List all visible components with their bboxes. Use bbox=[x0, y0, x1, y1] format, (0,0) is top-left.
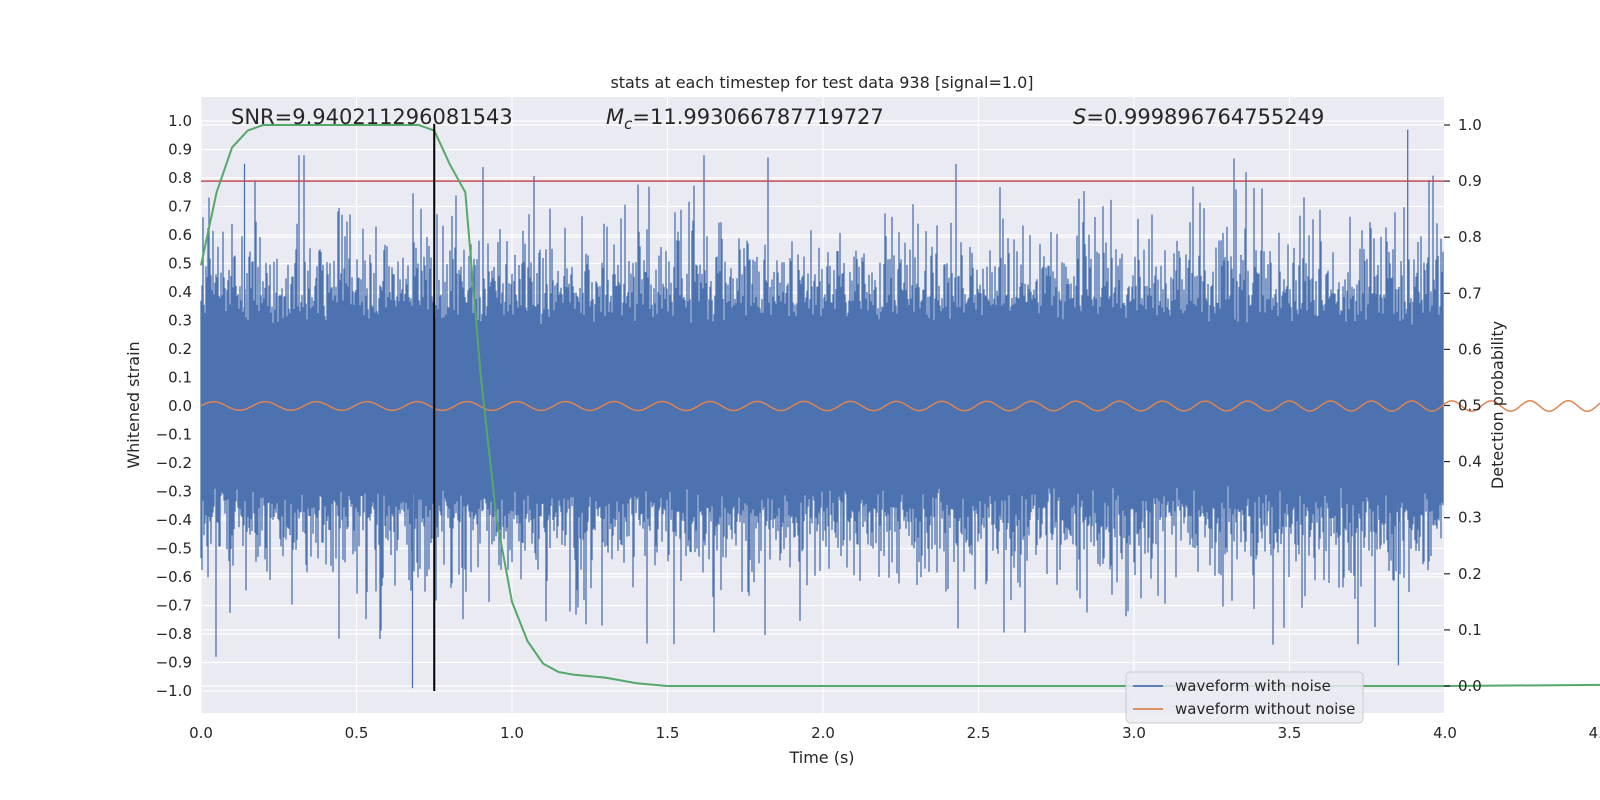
y-tick-label: −0.5 bbox=[156, 540, 192, 558]
y2-tick-label: 0.6 bbox=[1458, 340, 1482, 358]
y-tick-label: 0.2 bbox=[168, 340, 192, 358]
y2-tick-label: 0.8 bbox=[1458, 228, 1482, 246]
y-tick-label: 0.1 bbox=[168, 369, 192, 387]
legend: waveform with noise waveform without noi… bbox=[1125, 671, 1364, 724]
y2-tick-label: 0.5 bbox=[1458, 397, 1482, 415]
legend-box bbox=[1125, 671, 1364, 724]
score-value: =0.999896764755249 bbox=[1086, 105, 1324, 129]
y-tick-label: −0.8 bbox=[156, 625, 192, 643]
legend-label-clean: waveform without noise bbox=[1175, 700, 1355, 718]
chart-title: stats at each timestep for test data 938… bbox=[610, 73, 1033, 92]
x-tick-label: 0.5 bbox=[345, 724, 369, 742]
y2-tick-label: 0.3 bbox=[1458, 509, 1482, 527]
x-tick-label: 2.5 bbox=[967, 724, 991, 742]
y-axis-label: Whitened strain bbox=[124, 341, 143, 468]
clean-waveform-series bbox=[200, 400, 1600, 413]
y-tick-label: 0.4 bbox=[168, 283, 192, 301]
y2-tick-label: 1.0 bbox=[1458, 116, 1482, 134]
x-axis-ticks: 0.00.51.01.52.02.53.03.54.04.55.05.56.06… bbox=[189, 724, 1600, 742]
y-tick-label: 0.8 bbox=[168, 169, 192, 187]
x-tick-label: 4.5 bbox=[1589, 724, 1600, 742]
score-annotation: S=0.999896764755249 bbox=[1073, 105, 1324, 129]
y-tick-label: 0.0 bbox=[168, 397, 192, 415]
y-tick-label: 0.9 bbox=[168, 141, 192, 159]
y-tick-label: −0.3 bbox=[156, 483, 192, 501]
y2-tick-label: 0.0 bbox=[1458, 677, 1482, 695]
y-tick-label: −0.2 bbox=[156, 454, 192, 472]
y-tick-label: −0.9 bbox=[156, 654, 192, 672]
x-tick-label: 3.5 bbox=[1278, 724, 1302, 742]
x-tick-label: 3.0 bbox=[1122, 724, 1146, 742]
y-tick-label: −0.4 bbox=[156, 511, 192, 529]
x-tick-label: 1.5 bbox=[656, 724, 680, 742]
y-tick-label: −0.6 bbox=[156, 568, 192, 586]
chirp-mass-value: =11.993066787719727 bbox=[632, 105, 883, 129]
x-tick-label: 0.0 bbox=[189, 724, 213, 742]
legend-label-noise: waveform with noise bbox=[1175, 677, 1331, 695]
x-axis-label: Time (s) bbox=[788, 748, 854, 767]
y-tick-label: −0.7 bbox=[156, 597, 192, 615]
x-tick-label: 4.0 bbox=[1433, 724, 1457, 742]
y2-tick-label: 0.2 bbox=[1458, 565, 1482, 583]
detection-probability-line bbox=[200, 124, 1600, 687]
chirp-mass-annotation: Mc=11.993066787719727 bbox=[606, 105, 884, 133]
y-tick-label: 1.0 bbox=[168, 112, 192, 130]
y2-axis-label: Detection probability bbox=[1488, 321, 1507, 489]
y2-tick-label: 0.9 bbox=[1458, 172, 1482, 190]
y2-axis-ticks: 1.0 0.9 0.8 0.7 0.6 0.5 0.4 0.3 0.2 0.1 0.0 bbox=[1444, 116, 1482, 695]
x-tick-label: 2.0 bbox=[811, 724, 835, 742]
y-tick-label: 0.5 bbox=[168, 255, 192, 273]
y2-tick-label: 0.4 bbox=[1458, 453, 1482, 471]
chirp-mass-symbol: M bbox=[606, 105, 624, 129]
y-tick-label: −1.0 bbox=[156, 682, 192, 700]
score-symbol: S bbox=[1073, 105, 1086, 129]
chirp-mass-subscript: c bbox=[624, 115, 633, 133]
snr-annotation: SNR=9.940211296081543 bbox=[231, 105, 513, 129]
y-tick-label: −0.1 bbox=[156, 426, 192, 444]
clean-waveform-line bbox=[200, 400, 1600, 413]
y-axis-ticks: 1.0 0.9 0.8 0.7 0.6 0.5 0.4 0.3 0.2 0.1 0.0 −0.1 −0.… bbox=[156, 112, 192, 700]
x-tick-label: 1.0 bbox=[500, 724, 524, 742]
y-tick-label: 0.7 bbox=[168, 198, 192, 216]
y-tick-label: 0.6 bbox=[168, 226, 192, 244]
y2-tick-label: 0.7 bbox=[1458, 284, 1482, 302]
detection-probability-series bbox=[200, 124, 1600, 687]
y-tick-label: 0.3 bbox=[168, 312, 192, 330]
vertical-marker-lines bbox=[433, 123, 436, 691]
y2-tick-label: 0.1 bbox=[1458, 621, 1482, 639]
